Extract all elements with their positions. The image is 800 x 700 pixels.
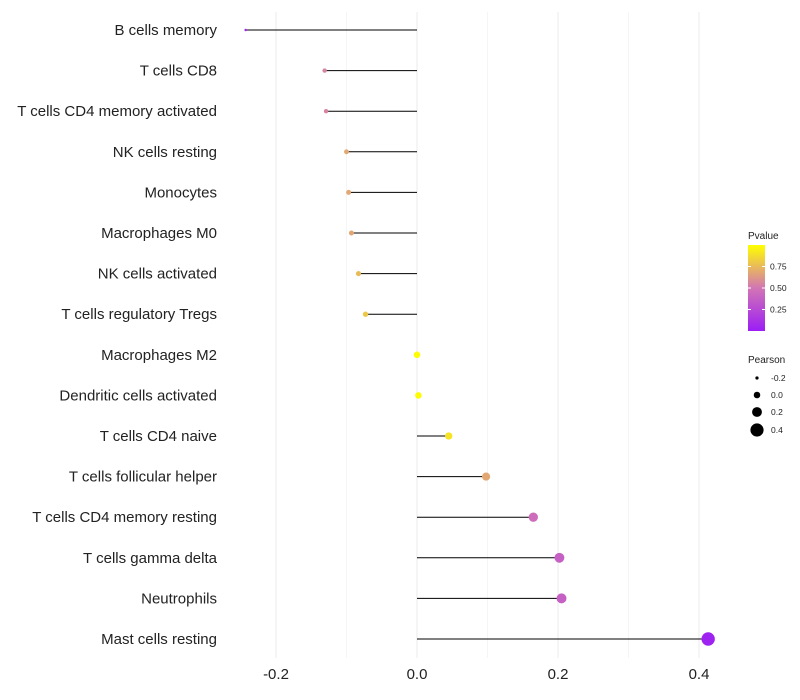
category-label: Neutrophils xyxy=(141,590,217,607)
gridlines xyxy=(275,12,700,658)
lollipop-point xyxy=(413,351,421,359)
pearson-legend-title: Pearson xyxy=(748,355,785,366)
pvalue-legend-label: 0.50 xyxy=(770,283,787,293)
pvalue-legend: Pvalue 0.25 0.50 0.75 xyxy=(748,231,787,331)
pearson-legend-label: -0.2 xyxy=(771,373,786,383)
x-tick-label: 0.4 xyxy=(689,666,710,683)
category-label: B cells memory xyxy=(114,22,217,39)
pearson-legend-key xyxy=(752,407,762,417)
lollipop-point xyxy=(346,189,352,195)
lollipop-point xyxy=(528,512,538,522)
category-label: Monocytes xyxy=(144,184,217,201)
pearson-legend-label: 0.2 xyxy=(771,407,783,417)
lollipop-point xyxy=(348,230,354,236)
category-label: T cells gamma delta xyxy=(83,550,218,567)
lollipop-point xyxy=(482,472,491,481)
lollipop-point xyxy=(701,632,715,646)
x-axis-ticks: -0.2 0.0 0.2 0.4 xyxy=(263,666,709,683)
category-label: T cells CD8 xyxy=(140,63,217,80)
category-label: Macrophages M0 xyxy=(101,225,217,242)
pvalue-colorbar xyxy=(748,245,765,331)
category-label: T cells CD4 naive xyxy=(100,428,217,445)
x-tick-label: 0.2 xyxy=(548,666,569,683)
points xyxy=(244,28,715,646)
category-label: Macrophages M2 xyxy=(101,347,217,364)
category-label: T cells follicular helper xyxy=(69,469,217,486)
pvalue-legend-label: 0.75 xyxy=(770,262,787,272)
lollipop-point xyxy=(554,552,565,563)
lollipop-point xyxy=(556,593,567,604)
pearson-legend: Pearson -0.2 0.0 0.2 0.4 xyxy=(748,355,786,437)
x-tick-label: 0.0 xyxy=(407,666,428,683)
category-labels: B cells memory T cells CD8 T cells CD4 mem… xyxy=(17,22,217,648)
lollipop-point xyxy=(323,108,329,114)
pvalue-legend-title: Pvalue xyxy=(748,231,779,242)
pearson-legend-key xyxy=(755,376,759,380)
category-label: T cells CD4 memory activated xyxy=(17,103,217,120)
stems xyxy=(245,29,709,640)
category-label: NK cells resting xyxy=(113,144,217,161)
lollipop-point xyxy=(362,311,369,317)
lollipop-point xyxy=(355,271,362,277)
pearson-legend-label: 0.0 xyxy=(771,390,783,400)
category-label: Mast cells resting xyxy=(101,631,217,648)
category-label: T cells regulatory Tregs xyxy=(61,306,217,323)
lollipop-point xyxy=(445,432,453,440)
lollipop-point xyxy=(344,149,349,155)
pearson-legend-key xyxy=(753,391,761,399)
category-label: NK cells activated xyxy=(98,266,217,283)
pearson-legend-label: 0.4 xyxy=(771,425,783,435)
pvalue-legend-label: 0.25 xyxy=(770,305,787,315)
category-label: Dendritic cells activated xyxy=(59,387,217,404)
pearson-legend-key xyxy=(750,423,764,437)
lollipop-point xyxy=(244,28,247,32)
category-label: T cells CD4 memory resting xyxy=(32,509,217,526)
lollipop-point xyxy=(322,68,327,73)
x-tick-label: -0.2 xyxy=(263,666,289,683)
lollipop-point xyxy=(415,392,422,399)
